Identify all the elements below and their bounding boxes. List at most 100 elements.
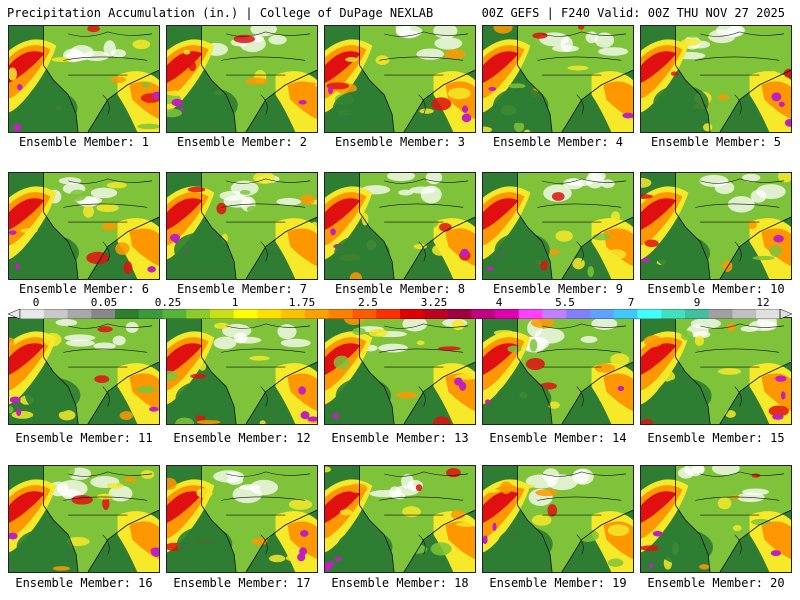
precipitation-map-image	[167, 466, 317, 572]
precipitation-map-image	[641, 173, 791, 279]
colorbar-segment	[661, 309, 686, 319]
ensemble-member-map	[166, 317, 318, 425]
ensemble-member-label: Ensemble Member: 9	[492, 282, 624, 296]
ensemble-member-map	[324, 25, 476, 133]
colorbar-segment	[305, 309, 330, 319]
colorbar-tick-label: 7	[627, 296, 635, 309]
colorbar-segment	[43, 309, 68, 319]
colorbar-segment	[281, 309, 306, 319]
colorbar-tick-label: 12	[756, 296, 770, 309]
precipitation-map-image	[325, 466, 475, 572]
colorbar-arrow-left	[8, 309, 21, 319]
ensemble-member-label: Ensemble Member: 3	[334, 135, 466, 149]
ensemble-member-map	[482, 172, 634, 280]
colorbar-segment	[495, 309, 520, 319]
colorbar-segment	[685, 309, 710, 319]
ensemble-member-map	[640, 317, 792, 425]
colorbar-tick-labels: 0 0.05 0.25 1 1.75 2.5 3.25 4 5.5 7 9 12	[0, 296, 800, 309]
ensemble-member-label: Ensemble Member: 7	[176, 282, 308, 296]
ensemble-member-map	[324, 317, 476, 425]
ensemble-member-label: Ensemble Member: 6	[18, 282, 150, 296]
colorbar-segment	[162, 309, 187, 319]
colorbar-tick-label: 0	[32, 296, 40, 309]
precipitation-map-image	[483, 26, 633, 132]
colorbar-segment	[423, 309, 448, 319]
ensemble-member-label: Ensemble Member: 4	[492, 135, 624, 149]
ensemble-member-label: Ensemble Member: 17	[173, 576, 311, 590]
model-run-info: 00Z GEFS | F240 Valid: 00Z THU NOV 27 20…	[481, 6, 785, 20]
colorbar-segment	[708, 309, 733, 319]
precipitation-map-image	[167, 173, 317, 279]
ensemble-member-map	[482, 25, 634, 133]
colorbar-segment	[471, 309, 496, 319]
ensemble-member-label: Ensemble Member: 1	[18, 135, 150, 149]
colorbar-segment	[590, 309, 615, 319]
colorbar-segment	[566, 309, 591, 319]
precipitation-map-image	[483, 466, 633, 572]
precipitation-map-image	[9, 26, 159, 132]
colorbar-segment	[352, 309, 377, 319]
colorbar-tick-label: 0.25	[154, 296, 182, 309]
ensemble-member-map	[166, 25, 318, 133]
colorbar-segment	[186, 309, 211, 319]
ensemble-member-label: Ensemble Member: 20	[647, 576, 785, 590]
ensemble-member-map	[8, 25, 160, 133]
colorbar-arrow-right	[779, 309, 792, 319]
ensemble-member-label: Ensemble Member: 14	[489, 431, 627, 445]
colorbar-segment	[637, 309, 662, 319]
colorbar-tick-label: 1.75	[288, 296, 316, 309]
precipitation-map-image	[325, 26, 475, 132]
precipitation-map-image	[9, 466, 159, 572]
ensemble-member-label: Ensemble Member: 11	[15, 431, 153, 445]
colorbar-segment	[20, 309, 45, 319]
ensemble-member-map	[166, 172, 318, 280]
colorbar-segment	[518, 309, 543, 319]
ensemble-member-label: Ensemble Member: 18	[331, 576, 469, 590]
precipitation-map-image	[167, 318, 317, 424]
ensemble-member-label: Ensemble Member: 13	[331, 431, 469, 445]
precipitation-map-image	[167, 26, 317, 132]
precipitation-map-image	[9, 318, 159, 424]
colorbar-segment	[210, 309, 235, 319]
colorbar-segment	[613, 309, 638, 319]
ensemble-member-label: Ensemble Member: 5	[650, 135, 782, 149]
colorbar-tick-label: 1	[231, 296, 239, 309]
ensemble-member-map	[8, 465, 160, 573]
colorbar-tick-label: 0.05	[90, 296, 118, 309]
colorbar-segment	[328, 309, 353, 319]
colorbar-segment	[447, 309, 472, 319]
ensemble-member-label: Ensemble Member: 8	[334, 282, 466, 296]
colorbar-segment	[542, 309, 567, 319]
colorbar-tick-label: 9	[693, 296, 701, 309]
ensemble-member-map	[482, 317, 634, 425]
colorbar-segment	[67, 309, 92, 319]
ensemble-member-map	[8, 172, 160, 280]
ensemble-member-map	[324, 172, 476, 280]
precipitation-map-image	[641, 318, 791, 424]
colorbar-tick-label: 2.5	[358, 296, 378, 309]
header-title: Precipitation Accumulation (in.) | Colle…	[7, 6, 434, 20]
ensemble-member-map	[166, 465, 318, 573]
precipitation-map-image	[641, 26, 791, 132]
precipitation-map-image	[641, 466, 791, 572]
ensemble-member-map	[640, 172, 792, 280]
colorbar-segment	[400, 309, 425, 319]
ensemble-member-map	[482, 465, 634, 573]
colorbar-tick-label: 4	[495, 296, 503, 309]
colorbar-segment	[233, 309, 258, 319]
precipitation-map-image	[483, 173, 633, 279]
colorbar-segment	[138, 309, 163, 319]
ensemble-member-label: Ensemble Member: 10	[647, 282, 785, 296]
ensemble-member-label: Ensemble Member: 15	[647, 431, 785, 445]
colorbar-tick-label: 5.5	[555, 296, 575, 309]
ensemble-member-map	[640, 465, 792, 573]
ensemble-member-map	[324, 465, 476, 573]
precipitation-map-image	[483, 318, 633, 424]
colorbar-segment	[376, 309, 401, 319]
colorbar-segment	[115, 309, 140, 319]
colorbar-segment	[732, 309, 757, 319]
ensemble-member-label: Ensemble Member: 12	[173, 431, 311, 445]
ensemble-member-map	[640, 25, 792, 133]
precipitation-map-image	[325, 173, 475, 279]
precipitation-map-image	[325, 318, 475, 424]
